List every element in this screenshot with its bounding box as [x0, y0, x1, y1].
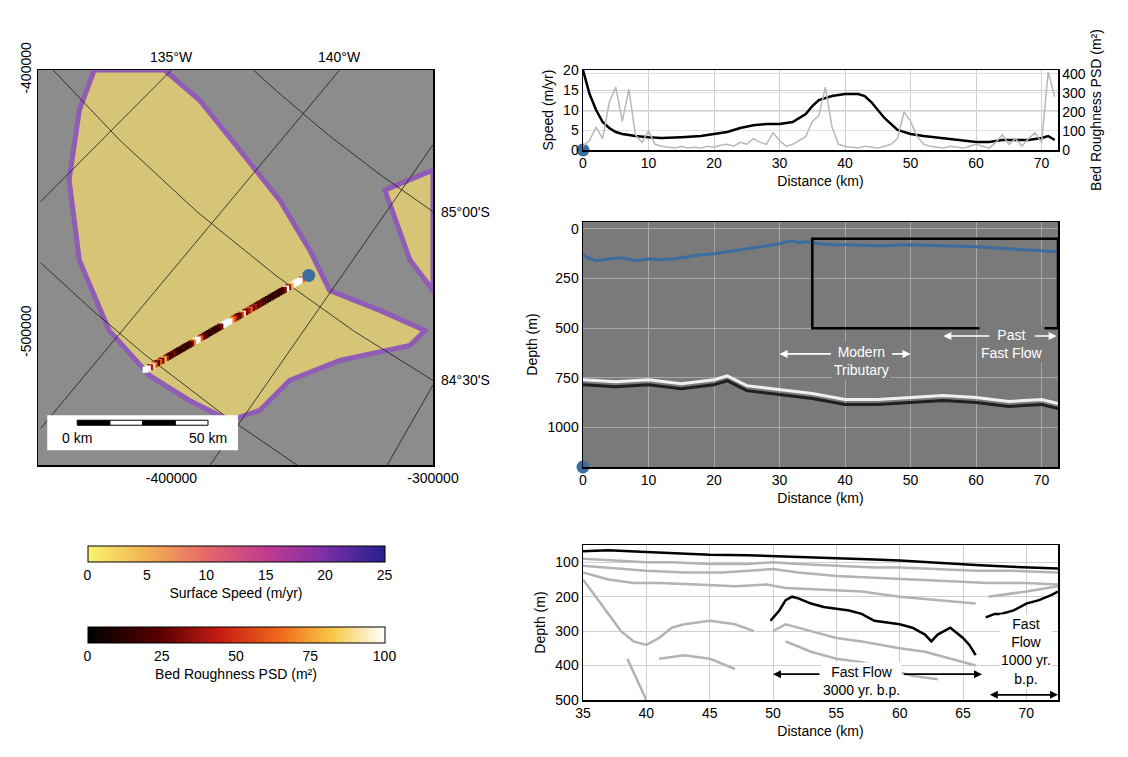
svg-text:400: 400	[1062, 66, 1086, 82]
svg-text:84°30'S: 84°30'S	[441, 372, 490, 388]
svg-text:-400000: -400000	[18, 42, 34, 94]
svg-text:20: 20	[563, 62, 579, 78]
svg-text:0: 0	[84, 567, 92, 583]
svg-text:100: 100	[1062, 123, 1086, 139]
svg-text:0: 0	[579, 155, 587, 171]
svg-text:50 km: 50 km	[189, 430, 227, 446]
svg-text:Fast Flow3000 yr. b.p.: Fast Flow3000 yr. b.p.	[823, 664, 900, 698]
svg-text:15: 15	[563, 82, 579, 98]
svg-text:5: 5	[571, 122, 579, 138]
svg-text:FastFlow1000 yr.b.p.: FastFlow1000 yr.b.p.	[1001, 616, 1051, 687]
svg-text:300: 300	[1062, 85, 1086, 101]
svg-text:30: 30	[772, 472, 788, 488]
svg-text:25: 25	[154, 648, 170, 664]
svg-text:1000: 1000	[548, 419, 579, 435]
svg-text:50: 50	[903, 472, 919, 488]
svg-text:60: 60	[892, 705, 908, 721]
svg-text:35: 35	[575, 705, 591, 721]
svg-text:55: 55	[829, 705, 845, 721]
svg-text:5: 5	[143, 567, 151, 583]
svg-text:40: 40	[837, 155, 853, 171]
svg-text:10: 10	[199, 567, 215, 583]
svg-text:100: 100	[555, 554, 579, 570]
svg-text:70: 70	[1019, 705, 1035, 721]
svg-text:65: 65	[955, 705, 971, 721]
svg-text:250: 250	[555, 270, 579, 286]
svg-text:0: 0	[84, 648, 92, 664]
svg-text:ModernTributary: ModernTributary	[834, 344, 889, 378]
svg-text:100: 100	[373, 648, 397, 664]
svg-text:0: 0	[571, 142, 579, 158]
svg-text:PastFast Flow: PastFast Flow	[981, 327, 1043, 361]
svg-text:0: 0	[1062, 142, 1070, 158]
svg-text:15: 15	[258, 567, 274, 583]
svg-text:70: 70	[1034, 472, 1050, 488]
svg-text:Bed Roughness PSD (m²): Bed Roughness PSD (m²)	[155, 666, 317, 682]
svg-text:30: 30	[772, 155, 788, 171]
svg-text:50: 50	[228, 648, 244, 664]
svg-text:60: 60	[968, 472, 984, 488]
svg-text:10: 10	[641, 155, 657, 171]
svg-text:400: 400	[555, 657, 579, 673]
svg-text:-300000: -300000	[407, 470, 459, 486]
svg-text:200: 200	[1062, 104, 1086, 120]
svg-text:50: 50	[903, 155, 919, 171]
svg-text:0: 0	[571, 221, 579, 237]
svg-text:-400000: -400000	[146, 470, 198, 486]
svg-text:40: 40	[837, 472, 853, 488]
svg-text:75: 75	[302, 648, 318, 664]
svg-text:500: 500	[555, 320, 579, 336]
svg-text:Distance (km): Distance (km)	[777, 723, 863, 739]
svg-text:Bed Roughness PSD (m²): Bed Roughness PSD (m²)	[1088, 29, 1104, 191]
svg-text:500: 500	[555, 692, 579, 708]
svg-text:0 km: 0 km	[62, 430, 92, 446]
svg-text:300: 300	[555, 623, 579, 639]
svg-text:135°W: 135°W	[150, 49, 193, 65]
svg-text:20: 20	[706, 472, 722, 488]
svg-text:750: 750	[555, 370, 579, 386]
svg-text:10: 10	[563, 102, 579, 118]
svg-text:0: 0	[579, 472, 587, 488]
svg-text:140°W: 140°W	[318, 49, 361, 65]
svg-text:25: 25	[377, 567, 393, 583]
svg-text:Surface Speed (m/yr): Surface Speed (m/yr)	[169, 585, 302, 601]
svg-text:10: 10	[641, 472, 657, 488]
svg-text:200: 200	[555, 589, 579, 605]
svg-text:40: 40	[639, 705, 655, 721]
svg-text:20: 20	[706, 155, 722, 171]
svg-text:Depth (m): Depth (m)	[524, 313, 540, 375]
svg-text:60: 60	[968, 155, 984, 171]
svg-text:-500000: -500000	[18, 305, 34, 357]
svg-text:45: 45	[702, 705, 718, 721]
svg-text:Distance (km): Distance (km)	[777, 173, 863, 189]
svg-text:70: 70	[1034, 155, 1050, 171]
svg-text:Speed (m/yr): Speed (m/yr)	[540, 70, 556, 151]
svg-text:Distance (km): Distance (km)	[777, 490, 863, 506]
svg-text:20: 20	[317, 567, 333, 583]
svg-text:85°00'S: 85°00'S	[441, 204, 490, 220]
svg-text:50: 50	[765, 705, 781, 721]
svg-text:Depth (m): Depth (m)	[532, 591, 548, 653]
